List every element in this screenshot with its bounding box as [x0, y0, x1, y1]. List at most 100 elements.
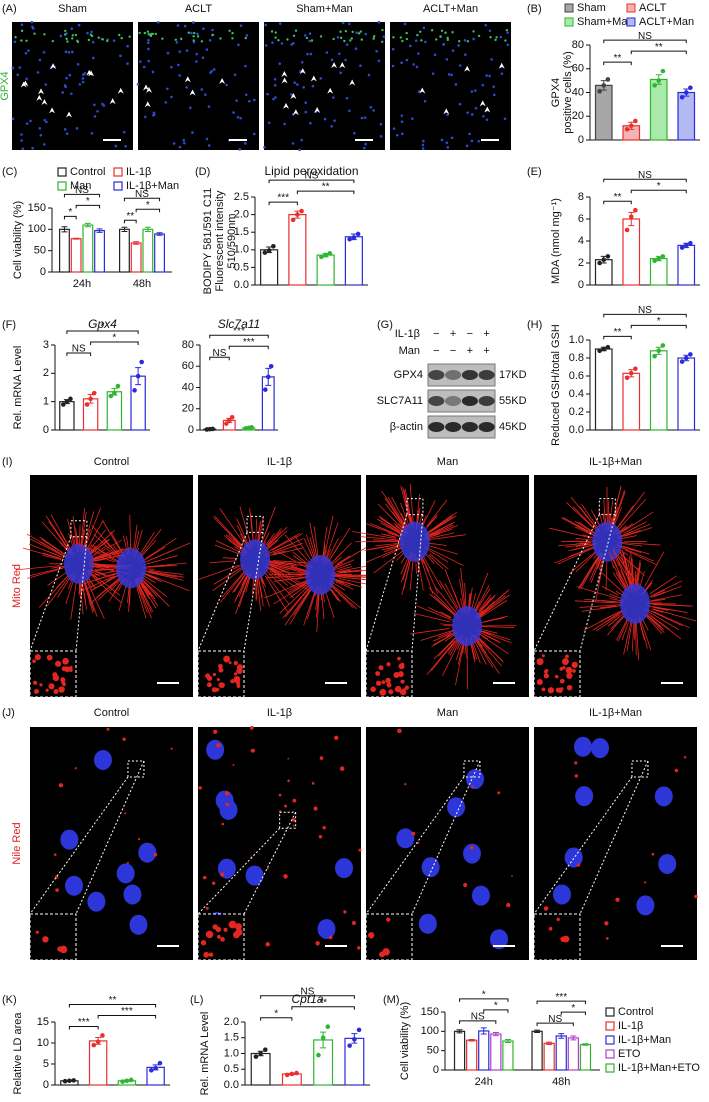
- stain: [332, 38, 334, 40]
- stain: [175, 39, 177, 41]
- inset-signal: [52, 672, 57, 677]
- nucleus: [22, 147, 25, 150]
- y-tick-label: 0.0: [224, 1079, 239, 1091]
- nucleus: [253, 133, 256, 136]
- stain: [406, 38, 408, 40]
- nucleus: [138, 843, 156, 863]
- lipid-droplet: [334, 736, 338, 740]
- condition-sign: −: [433, 328, 439, 340]
- lipid-droplet: [225, 791, 230, 796]
- nucleus: [300, 139, 303, 142]
- y-tick-label: 6: [578, 213, 584, 225]
- y-tick-label: 2.0: [224, 1016, 239, 1028]
- nucleus: [481, 84, 484, 87]
- lipid-droplet: [55, 888, 59, 892]
- nucleus: [400, 61, 403, 64]
- inset-signal: [214, 688, 218, 692]
- nucleus: [190, 32, 193, 35]
- nucleus: [355, 47, 358, 50]
- nucleus: [176, 41, 179, 44]
- data-point: [656, 349, 661, 354]
- stain: [373, 35, 375, 37]
- data-point: [295, 212, 300, 217]
- panel-label: (I): [2, 456, 12, 468]
- nucleus: [240, 539, 270, 579]
- nucleus: [335, 858, 353, 878]
- nucleus: [43, 143, 46, 146]
- lipid-droplet: [606, 937, 609, 940]
- stain: [392, 36, 394, 38]
- y-tick-label: 2: [578, 257, 584, 269]
- nucleus: [378, 60, 381, 63]
- significance-label: *: [86, 196, 90, 207]
- nucleus: [71, 51, 74, 54]
- nucleus: [66, 132, 69, 135]
- nucleus: [591, 738, 609, 758]
- significance-label: NS: [301, 986, 315, 997]
- lipid-droplet: [198, 786, 202, 790]
- nucleus: [12, 118, 15, 121]
- nucleus: [182, 139, 185, 142]
- stain: [444, 32, 446, 34]
- stain: [20, 39, 22, 41]
- lipid-droplet: [106, 728, 109, 731]
- nucleus: [96, 110, 99, 113]
- nucleus: [130, 915, 148, 935]
- nucleus: [355, 31, 358, 34]
- inset-signal: [47, 655, 53, 661]
- band: [445, 370, 461, 380]
- nucleus: [308, 40, 311, 43]
- bar: [623, 373, 640, 430]
- condition-sign: +: [450, 328, 456, 340]
- panel-label: (E): [527, 166, 542, 178]
- nucleus: [636, 895, 654, 915]
- lipid-droplet: [265, 942, 270, 947]
- protein-label: SLC7A11: [377, 395, 423, 407]
- lipid-droplet: [283, 874, 288, 879]
- bar: [491, 1034, 501, 1070]
- stain: [90, 33, 92, 35]
- side-label: GPX4: [0, 71, 11, 100]
- nucleus: [574, 737, 592, 757]
- nucleus: [422, 147, 425, 150]
- nucleus: [209, 39, 212, 42]
- nucleus: [459, 103, 462, 106]
- image-column-label: IL-1β: [267, 456, 292, 468]
- nucleus: [265, 44, 268, 47]
- data-point: [85, 402, 90, 407]
- data-point: [125, 1079, 130, 1084]
- nucleus: [124, 145, 127, 148]
- legend-swatch: [606, 1008, 614, 1016]
- legend-label: Sham+Man: [577, 16, 634, 28]
- inset-signal: [544, 670, 548, 674]
- inset-signal: [555, 675, 559, 679]
- data-point: [601, 83, 606, 88]
- nucleus: [208, 144, 211, 147]
- image-column-label: Man: [437, 707, 458, 719]
- nucleus: [293, 81, 296, 84]
- nucleus: [82, 81, 85, 84]
- nucleus: [26, 122, 29, 125]
- nucleus: [337, 36, 340, 39]
- lipid-droplet: [171, 748, 173, 750]
- lipid-droplet: [212, 881, 215, 884]
- data-point: [597, 261, 602, 266]
- significance-label: NS: [72, 344, 86, 355]
- nucleus: [422, 857, 440, 877]
- nucleus: [208, 105, 211, 108]
- inset-signal: [206, 931, 214, 939]
- significance-label: *: [112, 333, 116, 344]
- stain: [416, 34, 418, 36]
- nucleus: [468, 133, 471, 136]
- legend-label: IL-1β: [126, 166, 151, 178]
- nucleus: [177, 64, 180, 67]
- lipid-droplet: [59, 783, 63, 787]
- lipid-droplet: [357, 946, 360, 949]
- lipid-droplet: [340, 766, 345, 771]
- stain: [14, 36, 16, 38]
- significance-label: **: [109, 995, 117, 1006]
- stain: [458, 40, 460, 42]
- inset-signal: [370, 687, 376, 693]
- nucleus: [302, 86, 305, 89]
